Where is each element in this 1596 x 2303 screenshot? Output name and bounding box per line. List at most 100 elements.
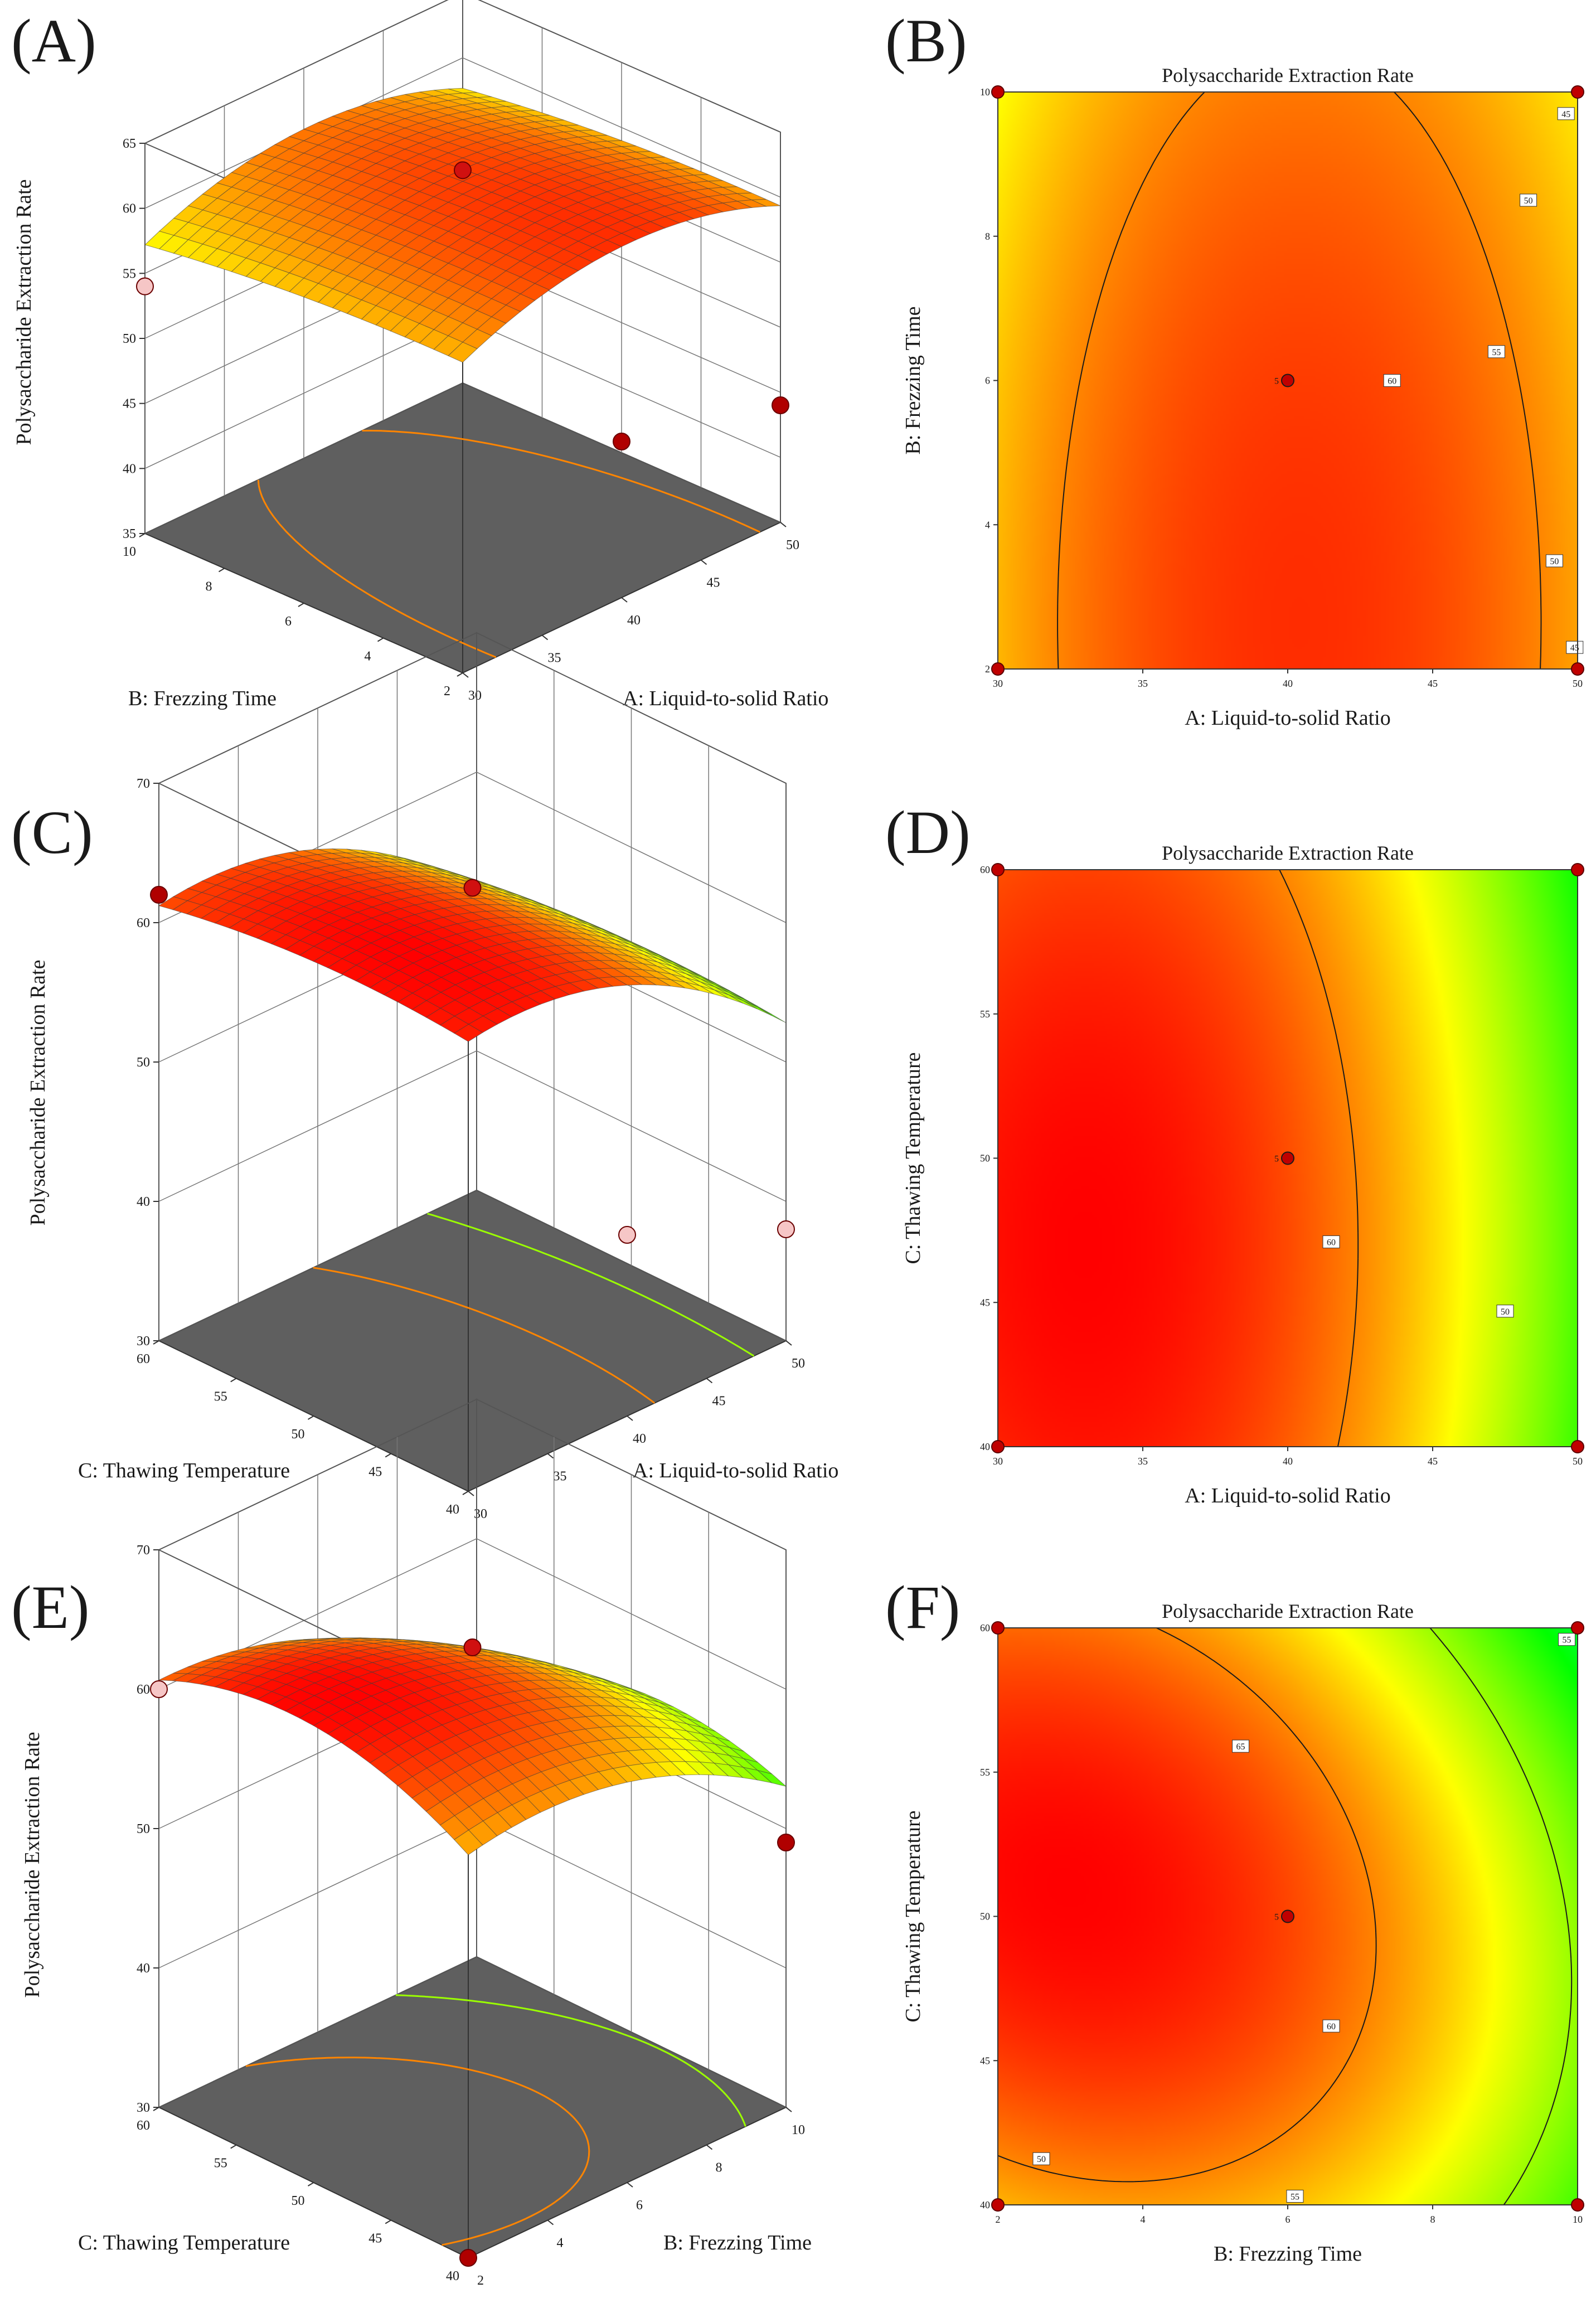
design-point — [463, 1638, 482, 1656]
x-tick-label: 45 — [1428, 678, 1438, 689]
x-tick-label: 10 — [792, 2123, 805, 2137]
x-tick-mark — [627, 1415, 633, 1421]
contour-label-box — [1557, 107, 1575, 120]
x-tick-label: 40 — [633, 1432, 646, 1446]
y-tick-mark — [307, 1415, 314, 1420]
y-tick-label: 50 — [292, 2194, 305, 2208]
y-axis-title: C: Thawing Temperature — [78, 2231, 290, 2254]
panel-letter: (B) — [885, 7, 967, 75]
chart-title: Polysaccharide Extraction Rate — [1162, 842, 1414, 864]
contour-line-60 — [997, 1627, 1377, 2183]
y-tick-label: 50 — [980, 1911, 990, 1922]
design-point — [772, 396, 789, 414]
design-point — [459, 2249, 477, 2267]
design-point — [150, 886, 168, 904]
surface-cell — [448, 342, 478, 363]
contour-plot-f: (F) 65 60 55 50 55 2 4 6 8 10 40 45 50 55 60 Polysacchar… — [885, 1573, 1584, 2266]
y-tick-label: 60 — [137, 1352, 150, 1366]
contour-plot-d: (D) 60 50 30 35 40 45 50 40 45 50 55 60 Polysaccharid… — [885, 798, 1584, 1507]
x-tick-label: 45 — [707, 576, 720, 590]
z-tick-label: 30 — [137, 1334, 150, 1349]
y-tick-label: 45 — [980, 1297, 990, 1308]
x-axis-title: A: Liquid-to-solid Ratio — [633, 1459, 838, 1482]
x-axis-title: B: Frezzing Time — [1214, 2242, 1362, 2266]
y-tick-label: 10 — [980, 86, 990, 98]
x-tick-label: 2 — [996, 2214, 1001, 2225]
contour-line-60 — [1057, 91, 1542, 670]
contour-plot-b: (B) 45 50 55 60 50 45 30 35 40 45 50 2 4 6 8 10 Polysacch… — [885, 7, 1584, 730]
z-tick-label: 40 — [123, 462, 136, 476]
contour-label-box — [1322, 1235, 1340, 1249]
y-axis-title: B: Frezzing Time — [128, 687, 276, 710]
y-tick-label: 2 — [444, 684, 450, 699]
floor-contour-55 — [395, 1994, 746, 2127]
design-point — [150, 1680, 168, 1698]
x-tick-label: 30 — [474, 1507, 487, 1521]
y-tick-label: 6 — [985, 375, 990, 386]
y-tick-label: 60 — [980, 864, 990, 875]
x-tick-mark — [706, 1378, 713, 1384]
y-tick-label: 40 — [446, 1502, 459, 1517]
floor-contour-60 — [257, 429, 760, 658]
y-tick-mark — [462, 1491, 469, 1495]
y-tick-label: 45 — [368, 1465, 382, 1480]
x-tick-label: 8 — [716, 2161, 722, 2175]
contour-label-box — [1286, 2189, 1304, 2203]
x-tick-label: 6 — [636, 2198, 643, 2213]
y-tick-mark — [385, 1453, 391, 1458]
z-tick-label: 40 — [137, 1195, 150, 1209]
design-point — [454, 161, 472, 180]
floor-contour-55 — [427, 1213, 755, 1357]
z-axis-title: Polysaccharide Extraction Rate — [26, 960, 50, 1226]
contour-label-box — [1558, 1633, 1575, 1646]
x-tick-label: 4 — [557, 2236, 564, 2251]
y-tick-label: 2 — [985, 663, 990, 675]
design-point — [991, 662, 1005, 676]
x-tick-mark — [780, 522, 787, 527]
z-tick-label: 60 — [137, 916, 150, 930]
contour-label: 50 — [1037, 2155, 1046, 2164]
design-point — [618, 1226, 636, 1244]
x-tick-label: 35 — [554, 1470, 567, 1484]
y-tick-label: 40 — [980, 2199, 990, 2210]
contour-label-box — [1496, 1305, 1514, 1318]
y-tick-mark — [298, 603, 304, 607]
z-tick-label: 60 — [137, 1683, 150, 1697]
design-point — [1571, 863, 1584, 876]
design-point — [991, 863, 1005, 876]
y-tick-label: 8 — [206, 580, 212, 594]
z-tick-label: 30 — [137, 2101, 150, 2115]
y-tick-label: 55 — [214, 1390, 227, 1404]
y-tick-label: 55 — [980, 1009, 990, 1020]
y-axis-title: C: Thawing Temperature — [901, 1052, 925, 1264]
x-tick-label: 50 — [792, 1356, 805, 1371]
center-point — [1281, 1909, 1294, 1923]
panel-letter: (C) — [11, 798, 93, 866]
contour-label-box — [1487, 345, 1505, 358]
design-point — [777, 1834, 795, 1851]
surface-plot-c: (C) 30 35 40 45 50 40 45 50 55 60 30 40 50 60 70 A: Liqu… — [11, 632, 838, 1521]
z-tick-label: 55 — [123, 266, 136, 281]
z-tick-label: 35 — [123, 527, 136, 541]
y-tick-label: 4 — [985, 519, 990, 530]
x-axis-title: A: Liquid-to-solid Ratio — [1185, 1484, 1390, 1507]
contour-line-55 — [1429, 1627, 1573, 2205]
response-surface — [144, 88, 781, 363]
y-tick-mark — [218, 568, 225, 573]
z-tick-label: 70 — [137, 1543, 150, 1558]
z-axis-title: Polysaccharide Extraction Rate — [12, 180, 36, 445]
panel-letter: (F) — [885, 1573, 960, 1641]
contour-label: 50 — [1524, 196, 1533, 206]
x-axis-title: A: Liquid-to-solid Ratio — [1185, 706, 1390, 730]
contour-label: 65 — [1236, 1742, 1245, 1752]
contour-label: 45 — [1561, 110, 1570, 119]
center-point — [1281, 374, 1294, 387]
x-tick-mark — [785, 2107, 792, 2112]
x-tick-label: 35 — [1138, 678, 1148, 689]
x-tick-label: 50 — [1573, 1456, 1583, 1467]
x-tick-mark — [706, 2144, 713, 2150]
surface-cell — [728, 995, 758, 1010]
chart-title: Polysaccharide Extraction Rate — [1162, 64, 1414, 86]
design-point — [991, 85, 1005, 99]
